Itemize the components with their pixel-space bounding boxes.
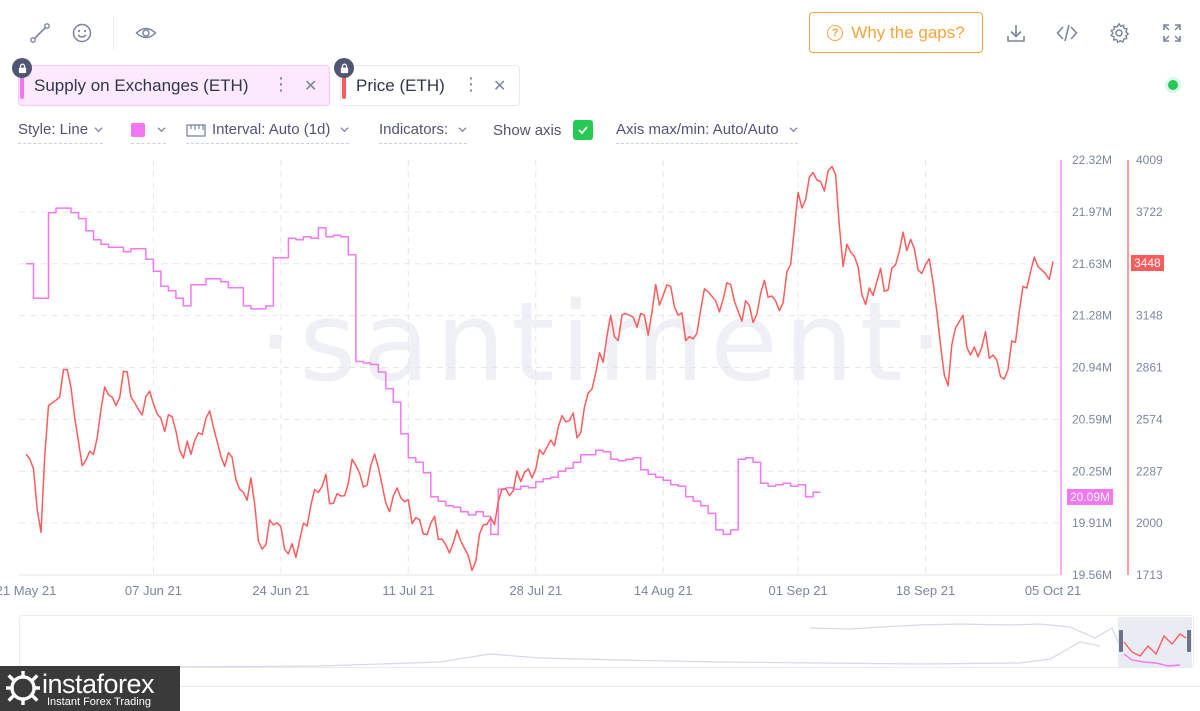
metric-label-supply: Supply on Exchanges (ETH) xyxy=(34,75,249,95)
supply-tick-label: 20.94M xyxy=(1072,361,1112,375)
line-draw-icon[interactable] xyxy=(26,19,54,47)
instaforex-mark-icon xyxy=(6,671,40,705)
price-tick-label: 3722 xyxy=(1136,205,1163,219)
price-tick-label: 2861 xyxy=(1136,361,1163,375)
live-status-dot xyxy=(1165,77,1181,93)
more-options-icon[interactable]: ⋮ xyxy=(462,74,480,94)
x-tick-label: 14 Aug 21 xyxy=(634,583,693,598)
supply-tick-label: 21.97M xyxy=(1072,205,1112,219)
navigator-price-series xyxy=(1123,633,1187,657)
x-tick-label: 11 Jul 21 xyxy=(382,583,434,598)
settings-icon[interactable] xyxy=(1105,19,1133,47)
price-tick-label: 4009 xyxy=(1136,153,1163,167)
range-navigator[interactable] xyxy=(19,615,1194,669)
supply-axis: 22.32M 21.97M 21.63M 21.28M 20.94M 20.59M 20.2… xyxy=(1060,153,1112,582)
color-swatch xyxy=(131,122,145,137)
chevron-down-icon xyxy=(340,127,349,133)
metric-label-price: Price (ETH) xyxy=(356,75,445,95)
chevron-down-icon xyxy=(94,127,103,133)
navigator-supply-history xyxy=(19,641,1101,669)
checkmark-icon xyxy=(578,126,589,135)
indicators-selector[interactable]: Indicators: xyxy=(379,118,468,144)
supply-tick-label: 21.28M xyxy=(1072,309,1112,323)
price-current-value-tag: 3448 xyxy=(1131,255,1164,271)
why-the-gaps-label: Why the gaps? xyxy=(851,22,965,42)
price-tick-label: 2000 xyxy=(1136,516,1163,530)
embed-code-icon[interactable] xyxy=(1053,19,1081,47)
ruler-icon xyxy=(186,123,206,137)
footer-divider xyxy=(180,686,1200,687)
series-layer xyxy=(25,165,1054,572)
x-tick-label: 01 Sep 21 xyxy=(768,583,827,598)
download-icon[interactable] xyxy=(1002,19,1030,47)
supply-tick-label: 19.56M xyxy=(1072,568,1112,582)
navigator-selection xyxy=(1118,617,1192,667)
navigator-handle-left xyxy=(1119,630,1123,652)
axis-range-label: Axis max/min: Auto/Auto xyxy=(616,121,779,138)
x-tick-label: 07 Jun 21 xyxy=(125,583,182,598)
x-axis: 21 May 21 07 Jun 21 24 Jun 21 11 Jul 21 28 J… xyxy=(0,583,1081,598)
supply-series-line xyxy=(26,207,821,536)
x-tick-label: 24 Jun 21 xyxy=(252,583,309,598)
navigator-price-history xyxy=(809,623,1121,647)
price-tick-label: 2287 xyxy=(1136,464,1163,478)
x-tick-label: 28 Jul 21 xyxy=(509,583,562,598)
metric-color-bar xyxy=(342,72,346,99)
price-tick-label: 1713 xyxy=(1136,568,1163,582)
main-chart[interactable]: 22.32M 21.97M 21.63M 21.28M 20.94M 20.59M 20.2… xyxy=(0,150,1200,612)
why-the-gaps-button[interactable]: ? Why the gaps? xyxy=(809,12,983,53)
price-series-line xyxy=(25,165,1054,572)
metric-chip-supply[interactable]: Supply on Exchanges (ETH) ⋮ ✕ xyxy=(18,65,330,106)
toolbar-divider xyxy=(113,16,114,50)
eye-icon[interactable] xyxy=(132,19,160,47)
instaforex-logo: instaforex Instant Forex Trading xyxy=(0,666,180,711)
show-axis-label: Show axis xyxy=(493,121,562,139)
navigator-supply-series xyxy=(1123,653,1181,667)
emoji-icon[interactable] xyxy=(68,19,96,47)
lock-icon xyxy=(12,58,32,78)
supply-tick-label: 22.32M xyxy=(1072,153,1112,167)
fullscreen-icon[interactable] xyxy=(1158,19,1186,47)
santiment-watermark: ·santiment· xyxy=(258,278,950,406)
supply-tick-label: 20.25M xyxy=(1072,464,1112,478)
chevron-down-icon xyxy=(789,127,798,133)
navigator-chart xyxy=(19,617,1192,669)
style-selector[interactable]: Style: Line xyxy=(18,118,104,144)
price-axis: 4009 3722 3448 3148 2861 2574 2287 2000 1713 xyxy=(1127,153,1163,582)
supply-current-value-tag: 20.09M xyxy=(1067,489,1114,505)
more-options-icon[interactable]: ⋮ xyxy=(272,74,290,94)
price-tick-label: 3148 xyxy=(1136,309,1163,323)
style-label: Style: Line xyxy=(18,121,89,138)
metric-color-bar xyxy=(20,72,24,99)
supply-tick-label: 20.59M xyxy=(1072,412,1112,426)
color-selector[interactable] xyxy=(131,118,166,144)
x-tick-label: 21 May 21 xyxy=(0,583,56,598)
indicators-label: Indicators: xyxy=(379,121,449,138)
metric-chip-price[interactable]: Price (ETH) ⋮ ✕ xyxy=(340,65,520,106)
show-axis-checkbox[interactable] xyxy=(573,120,594,140)
price-tick-label: 2574 xyxy=(1136,412,1163,426)
chevron-down-icon xyxy=(458,127,467,133)
close-icon[interactable]: ✕ xyxy=(304,78,318,95)
navigator-handle-right xyxy=(1187,630,1191,652)
brand-tagline: Instant Forex Trading xyxy=(47,696,151,708)
lock-icon xyxy=(334,58,354,78)
supply-tick-label: 19.91M xyxy=(1072,516,1112,530)
chevron-down-icon xyxy=(157,127,166,133)
supply-tick-label: 21.63M xyxy=(1072,257,1112,271)
chart-grid xyxy=(19,160,1060,576)
brand-name: instaforex xyxy=(42,669,155,699)
question-icon: ? xyxy=(827,24,844,41)
x-tick-label: 18 Sep 21 xyxy=(896,583,955,598)
axis-range-selector[interactable]: Axis max/min: Auto/Auto xyxy=(616,118,798,144)
x-tick-label: 05 Oct 21 xyxy=(1025,583,1081,598)
close-icon[interactable]: ✕ xyxy=(493,78,507,95)
interval-label: Interval: Auto (1d) xyxy=(212,121,331,138)
interval-selector[interactable]: Interval: Auto (1d) xyxy=(186,118,350,144)
show-axis-toggle[interactable]: Show axis xyxy=(493,118,594,144)
